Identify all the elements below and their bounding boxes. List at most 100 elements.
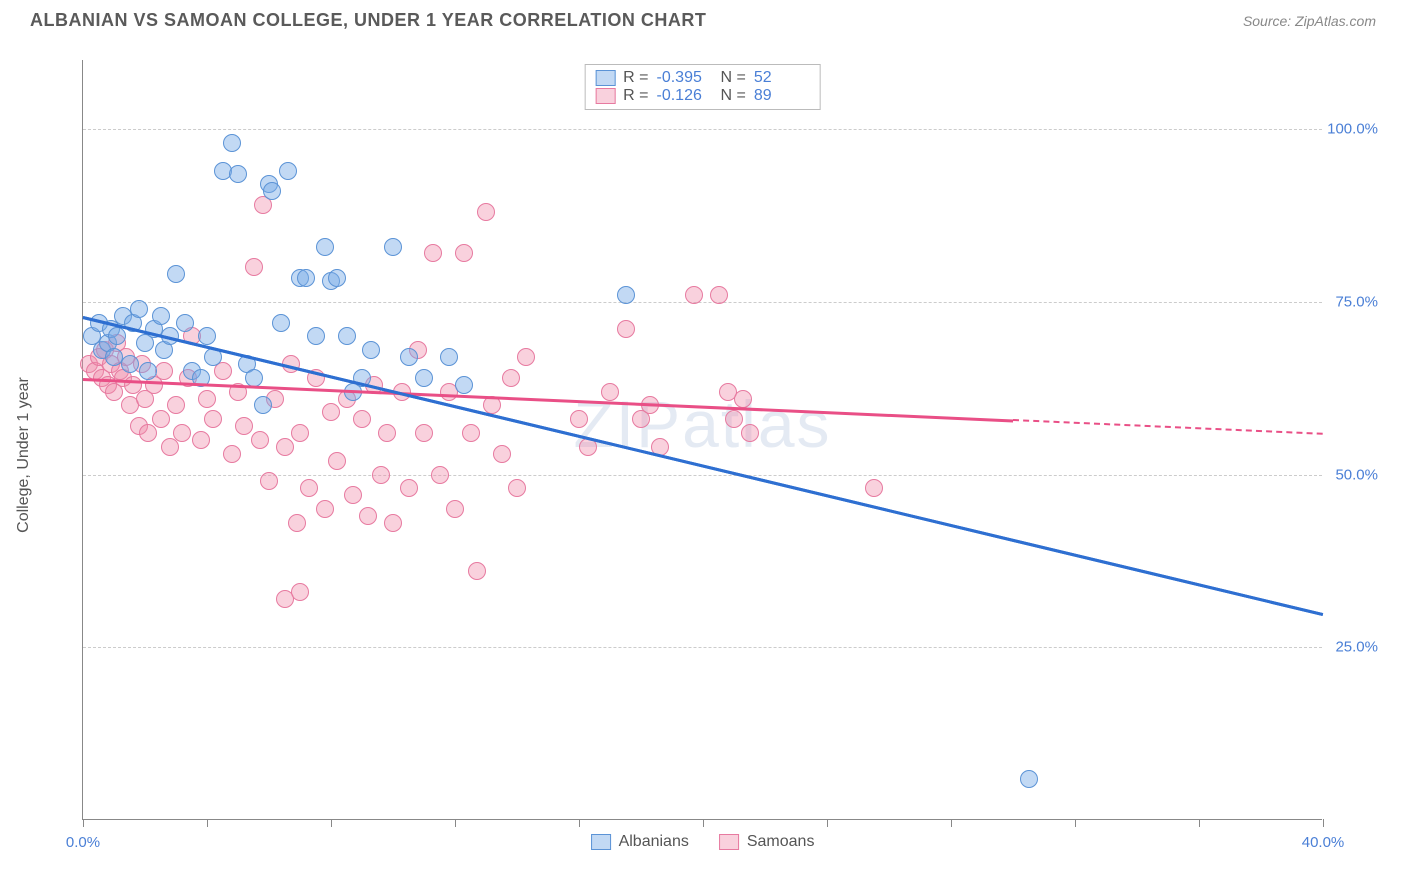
x-tick <box>1075 819 1076 827</box>
data-point <box>121 355 139 373</box>
data-point <box>378 424 396 442</box>
x-tick <box>1199 819 1200 827</box>
data-point <box>617 320 635 338</box>
gridline <box>83 302 1322 303</box>
data-point <box>570 410 588 428</box>
data-point <box>254 396 272 414</box>
data-point <box>173 424 191 442</box>
legend-item: Albanians <box>591 833 689 851</box>
legend-r-value: -0.395 <box>657 69 713 87</box>
x-tick <box>207 819 208 827</box>
legend-n-value: 52 <box>754 69 810 87</box>
data-point <box>502 369 520 387</box>
trend-line <box>1013 419 1323 435</box>
x-tick <box>827 819 828 827</box>
data-point <box>263 182 281 200</box>
legend-label: Samoans <box>747 833 815 851</box>
data-point <box>477 203 495 221</box>
data-point <box>328 269 346 287</box>
data-point <box>276 438 294 456</box>
chart-title: ALBANIAN VS SAMOAN COLLEGE, UNDER 1 YEAR… <box>30 10 706 31</box>
data-point <box>223 445 241 463</box>
data-point <box>493 445 511 463</box>
gridline <box>83 129 1322 130</box>
data-point <box>338 327 356 345</box>
data-point <box>400 348 418 366</box>
legend-swatch <box>719 834 739 850</box>
legend-n-value: 89 <box>754 87 810 105</box>
data-point <box>359 507 377 525</box>
y-tick-label: 75.0% <box>1335 293 1378 310</box>
source-label: Source: ZipAtlas.com <box>1243 13 1376 29</box>
data-point <box>353 410 371 428</box>
legend-correlation: R = -0.395 N = 52R = -0.126 N = 89 <box>584 64 821 110</box>
x-tick-label: 0.0% <box>66 834 100 851</box>
data-point <box>1020 770 1038 788</box>
data-point <box>455 376 473 394</box>
data-point <box>297 269 315 287</box>
data-point <box>245 369 263 387</box>
legend-row: R =-0.395N =52 <box>595 69 810 87</box>
data-point <box>322 403 340 421</box>
x-tick <box>83 819 84 827</box>
data-point <box>741 424 759 442</box>
data-point <box>139 362 157 380</box>
legend-series: Albanians Samoans <box>591 833 815 851</box>
x-tick <box>455 819 456 827</box>
data-point <box>198 327 216 345</box>
trend-line <box>83 378 1013 422</box>
data-point <box>508 479 526 497</box>
data-point <box>176 314 194 332</box>
data-point <box>517 348 535 366</box>
data-point <box>300 479 318 497</box>
trend-line <box>83 316 1324 616</box>
legend-r-label: R = <box>623 69 648 87</box>
data-point <box>288 514 306 532</box>
data-point <box>229 165 247 183</box>
data-point <box>167 265 185 283</box>
data-point <box>455 244 473 262</box>
data-point <box>440 348 458 366</box>
x-tick <box>1323 819 1324 827</box>
data-point <box>372 466 390 484</box>
x-tick <box>951 819 952 827</box>
gridline <box>83 647 1322 648</box>
data-point <box>108 327 126 345</box>
legend-r-label: R = <box>623 87 648 105</box>
data-point <box>245 258 263 276</box>
legend-n-label: N = <box>721 87 746 105</box>
data-point <box>291 583 309 601</box>
data-point <box>617 286 635 304</box>
data-point <box>734 390 752 408</box>
y-tick-label: 25.0% <box>1335 639 1378 656</box>
data-point <box>251 431 269 449</box>
data-point <box>415 369 433 387</box>
y-tick-label: 50.0% <box>1335 466 1378 483</box>
data-point <box>155 362 173 380</box>
data-point <box>462 424 480 442</box>
legend-swatch <box>595 88 615 104</box>
legend-item: Samoans <box>719 833 815 851</box>
x-tick <box>331 819 332 827</box>
legend-row: R = -0.126 N = 89 <box>595 87 810 105</box>
data-point <box>198 390 216 408</box>
legend-swatch <box>591 834 611 850</box>
data-point <box>328 452 346 470</box>
legend-label: Albanians <box>619 833 689 851</box>
data-point <box>601 383 619 401</box>
plot-area: ZIPatlas R =-0.395N =52R =-0.126N =89 Al… <box>82 60 1322 820</box>
data-point <box>316 238 334 256</box>
data-point <box>192 431 210 449</box>
legend-r-value: -0.126 <box>657 87 713 105</box>
data-point <box>400 479 418 497</box>
data-point <box>415 424 433 442</box>
data-point <box>204 410 222 428</box>
y-axis-title: College, Under 1 year <box>15 377 33 533</box>
data-point <box>725 410 743 428</box>
data-point <box>139 424 157 442</box>
data-point <box>384 238 402 256</box>
data-point <box>710 286 728 304</box>
x-tick <box>579 819 580 827</box>
data-point <box>316 500 334 518</box>
legend-swatch <box>595 70 615 86</box>
